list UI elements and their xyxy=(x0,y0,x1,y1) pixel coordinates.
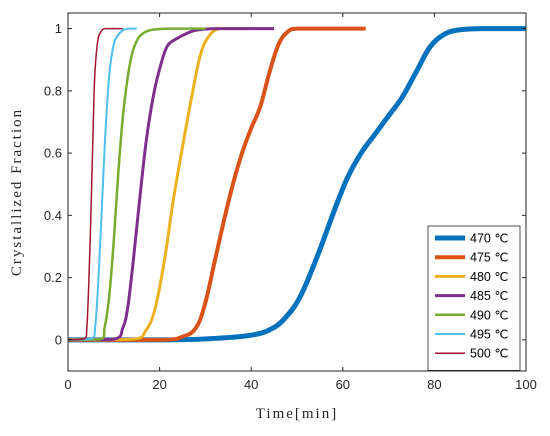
series-line-6 xyxy=(67,27,123,341)
series-line-1 xyxy=(67,26,366,342)
x-tick-label: 100 xyxy=(515,377,537,392)
x-axis-label: Time[min] xyxy=(256,406,338,422)
x-tick-label: 20 xyxy=(152,377,166,392)
legend-label-6: 500 ℃ xyxy=(470,347,508,361)
legend-box xyxy=(427,225,521,371)
legend: 470 ℃ 475 ℃ 480 ℃ 485 ℃ 490 ℃ 495 ℃ 500 ℃ xyxy=(427,225,521,371)
legend-label-0: 470 ℃ xyxy=(470,232,508,246)
series-line-5 xyxy=(67,27,137,341)
y-tick-label: 0.4 xyxy=(44,208,62,223)
legend-label-2: 480 ℃ xyxy=(470,270,508,284)
legend-label-3: 485 ℃ xyxy=(470,289,508,303)
x-tick-label: 60 xyxy=(336,377,350,392)
y-tick-label: 0.2 xyxy=(44,270,62,285)
series-line-4 xyxy=(67,27,206,342)
x-tick-label: 0 xyxy=(64,377,71,392)
axis-ticks: 0 20 40 60 80 100 0 0.2 0.4 0.6 0.8 1 xyxy=(44,13,537,392)
x-tick-label: 40 xyxy=(244,377,258,392)
y-tick-label: 0.6 xyxy=(44,146,62,161)
legend-label-1: 475 ℃ xyxy=(470,251,508,265)
y-tick-label: 1 xyxy=(55,21,62,36)
x-tick-label: 80 xyxy=(427,377,441,392)
legend-label-4: 490 ℃ xyxy=(470,308,508,322)
series-line-3 xyxy=(67,27,275,342)
legend-label-5: 495 ℃ xyxy=(470,328,508,342)
y-tick-label: 0 xyxy=(55,332,62,347)
y-tick-label: 0.8 xyxy=(44,83,62,98)
plot-frame xyxy=(67,12,527,372)
series-line-0 xyxy=(67,26,526,343)
series-curves xyxy=(67,26,526,343)
y-axis-label: Crystallized Fraction xyxy=(9,108,25,276)
